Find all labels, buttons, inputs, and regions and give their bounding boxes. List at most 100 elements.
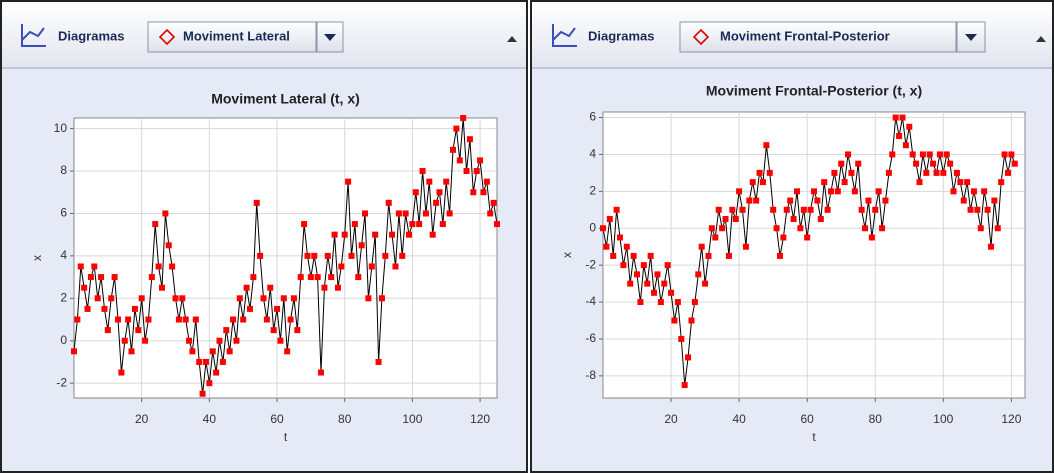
series-marker-icon — [692, 28, 710, 46]
point — [243, 284, 250, 291]
point — [719, 225, 726, 232]
point — [351, 221, 358, 228]
point — [967, 206, 974, 213]
point — [889, 151, 896, 158]
point — [294, 327, 301, 334]
dropdown[interactable] — [147, 21, 317, 53]
y-tick-label: 4 — [60, 248, 67, 262]
collapse-button[interactable] — [1036, 36, 1046, 42]
y-tick-label: 8 — [60, 163, 67, 177]
point — [634, 271, 641, 278]
point — [118, 369, 125, 376]
point — [610, 252, 617, 259]
point — [715, 206, 722, 213]
point — [365, 295, 372, 302]
point — [487, 210, 494, 217]
point — [121, 337, 128, 344]
point — [953, 169, 960, 176]
point — [142, 337, 149, 344]
point — [318, 369, 325, 376]
point — [722, 216, 729, 223]
point — [389, 231, 396, 238]
series-line — [73, 117, 498, 394]
point — [936, 151, 943, 158]
point — [304, 252, 311, 259]
x-tick-label: 60 — [801, 412, 815, 426]
point — [490, 199, 497, 206]
point — [148, 274, 155, 281]
point — [328, 274, 335, 281]
point — [926, 151, 933, 158]
point — [138, 295, 145, 302]
point — [987, 243, 994, 250]
point — [98, 274, 105, 281]
point — [800, 206, 807, 213]
point — [698, 243, 705, 250]
point — [280, 295, 287, 302]
point — [957, 179, 964, 186]
point — [145, 316, 152, 323]
point — [362, 210, 369, 217]
x-tick-label: 80 — [338, 412, 352, 426]
point — [811, 188, 817, 195]
point — [274, 305, 281, 312]
point — [419, 168, 426, 175]
point — [395, 210, 402, 217]
x-tick-label: 20 — [664, 412, 678, 426]
point — [606, 216, 613, 223]
point — [817, 216, 824, 223]
point — [787, 197, 794, 204]
x-tick-label: 60 — [270, 412, 284, 426]
point — [783, 206, 790, 213]
point — [358, 242, 365, 249]
point — [773, 225, 780, 232]
point — [463, 168, 470, 175]
point — [368, 263, 375, 270]
point — [338, 263, 345, 270]
point — [977, 225, 984, 232]
point — [196, 358, 203, 365]
point — [223, 327, 230, 334]
point — [311, 252, 318, 259]
y-tick-label: 10 — [54, 121, 68, 135]
point — [749, 179, 756, 186]
point — [766, 169, 773, 176]
point — [466, 136, 473, 143]
point — [91, 263, 98, 270]
point — [845, 151, 852, 158]
point — [763, 142, 770, 149]
y-tick-label: -8 — [585, 368, 596, 382]
point — [708, 225, 715, 232]
point — [334, 284, 341, 291]
point — [940, 169, 947, 176]
point — [875, 188, 882, 195]
plot-area — [602, 111, 1026, 399]
point — [439, 221, 446, 228]
point — [882, 197, 889, 204]
point — [640, 262, 647, 269]
point — [307, 274, 314, 281]
x-tick-label: 40 — [732, 412, 746, 426]
y-axis-label: x — [560, 252, 574, 258]
point — [790, 216, 797, 223]
point — [341, 231, 348, 238]
point — [480, 189, 487, 196]
point — [868, 234, 875, 241]
point — [277, 337, 284, 344]
dropdown[interactable] — [679, 21, 957, 53]
point — [933, 169, 940, 176]
point — [753, 197, 760, 204]
point — [209, 348, 216, 355]
point — [998, 179, 1005, 186]
y-tick-label: 6 — [589, 110, 596, 124]
point — [688, 317, 695, 324]
dropdown-arrow — [324, 34, 336, 41]
point — [947, 160, 954, 167]
point — [923, 169, 930, 176]
point — [104, 327, 111, 334]
point — [131, 305, 138, 312]
point — [654, 271, 661, 278]
collapse-button[interactable] — [507, 36, 517, 42]
x-axis-label: t — [284, 430, 288, 444]
point — [260, 295, 267, 302]
